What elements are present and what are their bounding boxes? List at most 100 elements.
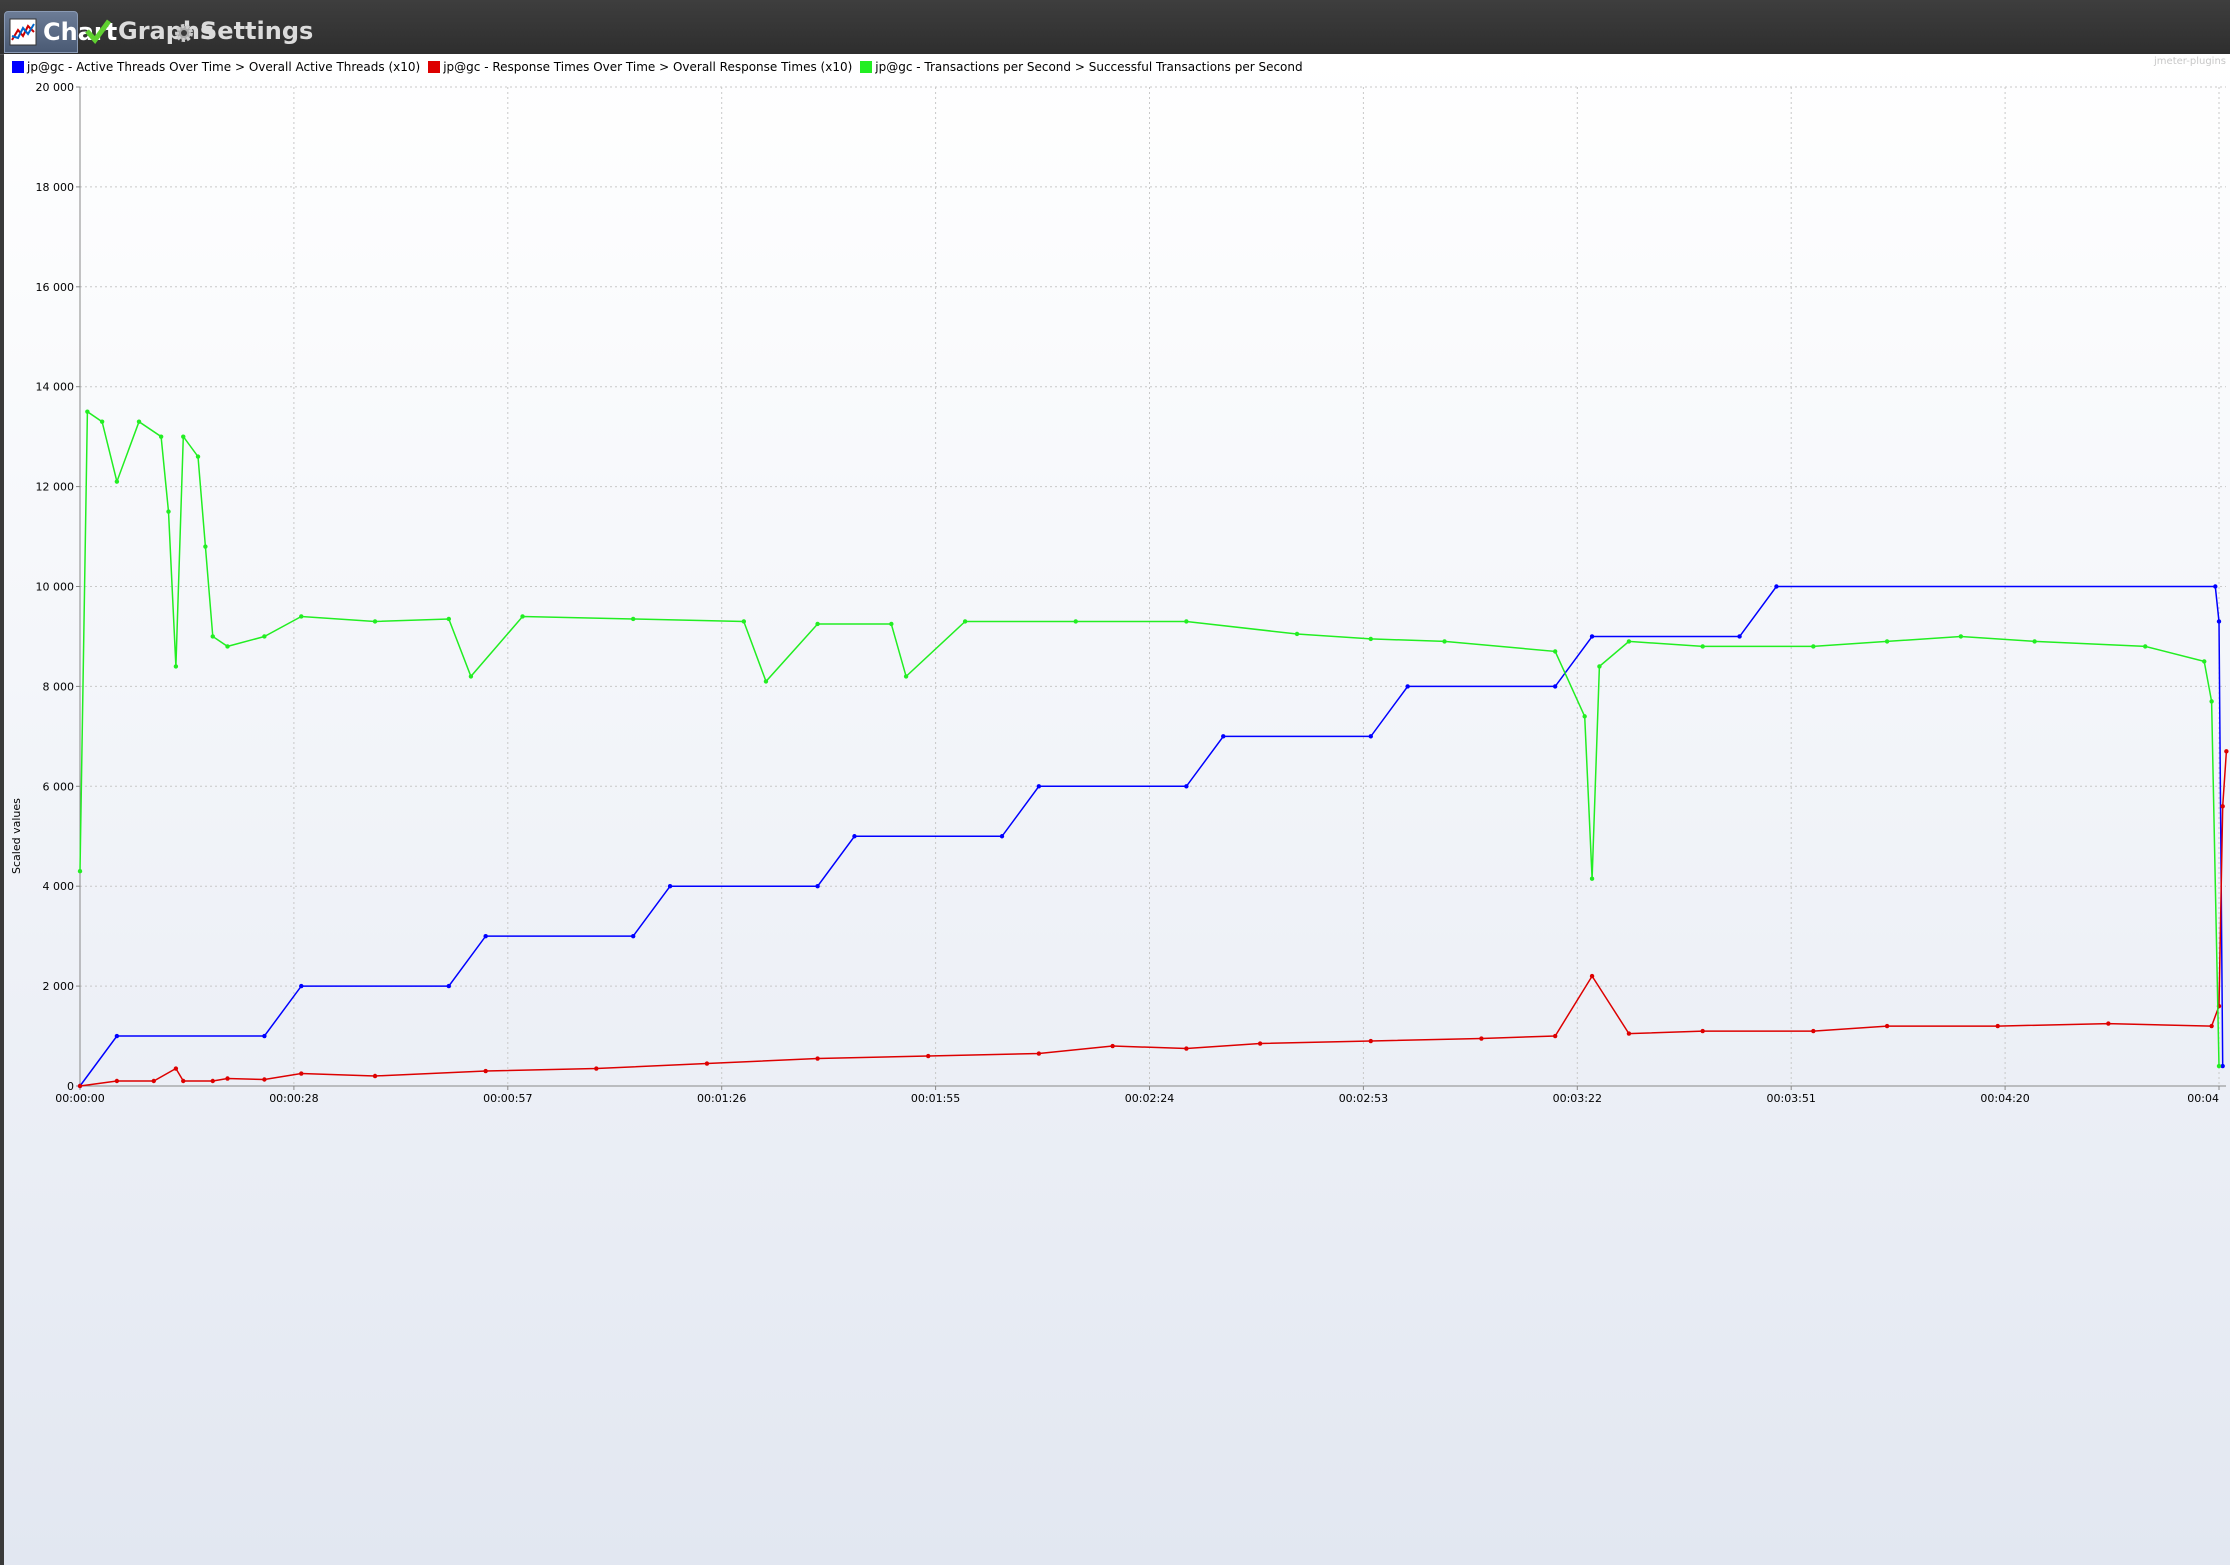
legend-label-threads: jp@gc - Active Threads Over Time > Overa… <box>27 60 421 74</box>
chart-legend: jp@gc - Active Threads Over Time > Overa… <box>12 60 1311 74</box>
data-point-2 <box>99 419 105 424</box>
tab-chart[interactable]: Chart <box>4 11 117 53</box>
data-point-1 <box>594 1066 599 1071</box>
data-point-0 <box>852 834 857 839</box>
data-point-1 <box>210 1078 215 1084</box>
data-point-2 <box>262 634 267 639</box>
data-point-1 <box>1995 1023 2000 1029</box>
data-point-0 <box>1368 734 1373 739</box>
data-point-2 <box>903 674 909 679</box>
legend-item-tps: jp@gc - Transactions per Second > Succes… <box>860 60 1303 74</box>
x-tick-label: 00:00:00 <box>55 1092 104 1105</box>
data-point-1 <box>114 1078 120 1084</box>
y-tick-label: 10 000 <box>36 581 75 594</box>
data-point-0 <box>999 834 1005 839</box>
data-point-2 <box>815 621 820 627</box>
data-point-1 <box>1368 1038 1373 1044</box>
x-tick-label: 00:00:28 <box>269 1092 318 1105</box>
data-point-1 <box>1884 1023 1890 1029</box>
data-point-0 <box>667 884 673 889</box>
data-point-1 <box>262 1077 267 1082</box>
data-point-0 <box>1036 784 1042 789</box>
tab-graphs-label: Graphs <box>118 17 215 45</box>
data-point-1 <box>1257 1041 1263 1046</box>
plot-area: 0 2 000 4 000 6 000 8 000 10 000 12 000 14 000 1… <box>36 81 2229 1105</box>
data-point-2 <box>1884 639 1890 644</box>
data-point-1 <box>1479 1036 1484 1041</box>
data-point-2 <box>1368 636 1373 642</box>
data-point-2 <box>1294 631 1300 637</box>
data-point-2 <box>1811 644 1816 649</box>
watermark: jmeter-plugins <box>2154 56 2226 67</box>
data-point-1 <box>1700 1028 1705 1034</box>
data-point-1 <box>1552 1033 1558 1039</box>
data-point-2 <box>195 454 201 459</box>
x-tick-label: 00:03:51 <box>1766 1092 1815 1105</box>
data-point-2 <box>1442 639 1447 644</box>
data-point-2 <box>446 616 451 622</box>
data-point-1 <box>77 1083 83 1089</box>
data-point-2 <box>158 434 164 439</box>
data-point-1 <box>299 1071 304 1076</box>
tab-graphs[interactable]: Graphs <box>80 11 214 51</box>
legend-label-response: jp@gc - Response Times Over Time > Overa… <box>443 60 853 74</box>
data-point-0 <box>114 1033 120 1039</box>
gear-icon <box>174 21 194 42</box>
tab-settings-label: Settings <box>200 17 314 45</box>
data-point-1 <box>926 1053 931 1059</box>
legend-swatch-response <box>428 61 441 73</box>
data-point-2 <box>1626 639 1632 644</box>
data-point-2 <box>299 614 304 619</box>
y-tick-label: 12 000 <box>36 481 75 494</box>
data-point-1 <box>2209 1023 2214 1029</box>
data-point-0 <box>2220 1063 2225 1069</box>
data-point-2 <box>1073 619 1078 624</box>
y-tick-label: 6 000 <box>43 780 75 793</box>
tab-settings[interactable]: Settings <box>170 11 313 51</box>
y-tick-label: 0 <box>67 1080 74 1093</box>
data-point-0 <box>1552 684 1558 689</box>
data-point-2 <box>372 619 378 624</box>
data-point-1 <box>2220 804 2225 809</box>
y-tick-label: 2 000 <box>43 980 75 993</box>
series-line-0 <box>79 585 2224 1087</box>
data-point-1 <box>151 1078 156 1084</box>
data-point-2 <box>741 619 747 624</box>
data-point-2 <box>520 614 525 619</box>
data-point-1 <box>225 1076 230 1081</box>
data-point-2 <box>77 869 83 874</box>
data-point-0 <box>815 884 820 889</box>
series-line-1 <box>79 751 2228 1087</box>
data-point-1 <box>483 1068 488 1074</box>
data-point-2 <box>962 619 968 624</box>
data-point-1 <box>372 1073 378 1079</box>
y-tick-label: 20 000 <box>36 81 75 94</box>
data-point-1 <box>1036 1051 1042 1056</box>
data-point-1 <box>2224 749 2229 754</box>
x-tick-label: 00:03:22 <box>1553 1092 1602 1105</box>
data-point-2 <box>181 434 186 439</box>
y-tick-label: 18 000 <box>36 181 75 194</box>
data-point-2 <box>210 634 215 639</box>
data-point-1 <box>173 1066 179 1071</box>
data-point-1 <box>1589 973 1595 979</box>
x-tick-label: 00:01:55 <box>911 1092 960 1105</box>
data-point-1 <box>1626 1031 1632 1036</box>
data-point-2 <box>1582 714 1587 719</box>
data-point-1 <box>181 1078 186 1084</box>
data-point-0 <box>1737 634 1742 639</box>
tab-bar: Chart Graphs Settings <box>0 0 2230 55</box>
data-point-2 <box>2032 639 2037 644</box>
data-point-2 <box>203 544 208 549</box>
data-point-2 <box>2143 644 2148 649</box>
data-point-0 <box>262 1033 267 1039</box>
legend-item-response: jp@gc - Response Times Over Time > Overa… <box>428 60 852 74</box>
data-point-2 <box>889 621 894 627</box>
checkmark-icon <box>84 17 112 45</box>
data-point-0 <box>299 983 304 989</box>
data-point-2 <box>114 479 120 484</box>
x-tick-label: 00:02:24 <box>1125 1092 1174 1105</box>
y-tick-label: 16 000 <box>36 281 75 294</box>
data-point-2 <box>136 419 142 424</box>
legend-item-threads: jp@gc - Active Threads Over Time > Overa… <box>12 60 420 74</box>
